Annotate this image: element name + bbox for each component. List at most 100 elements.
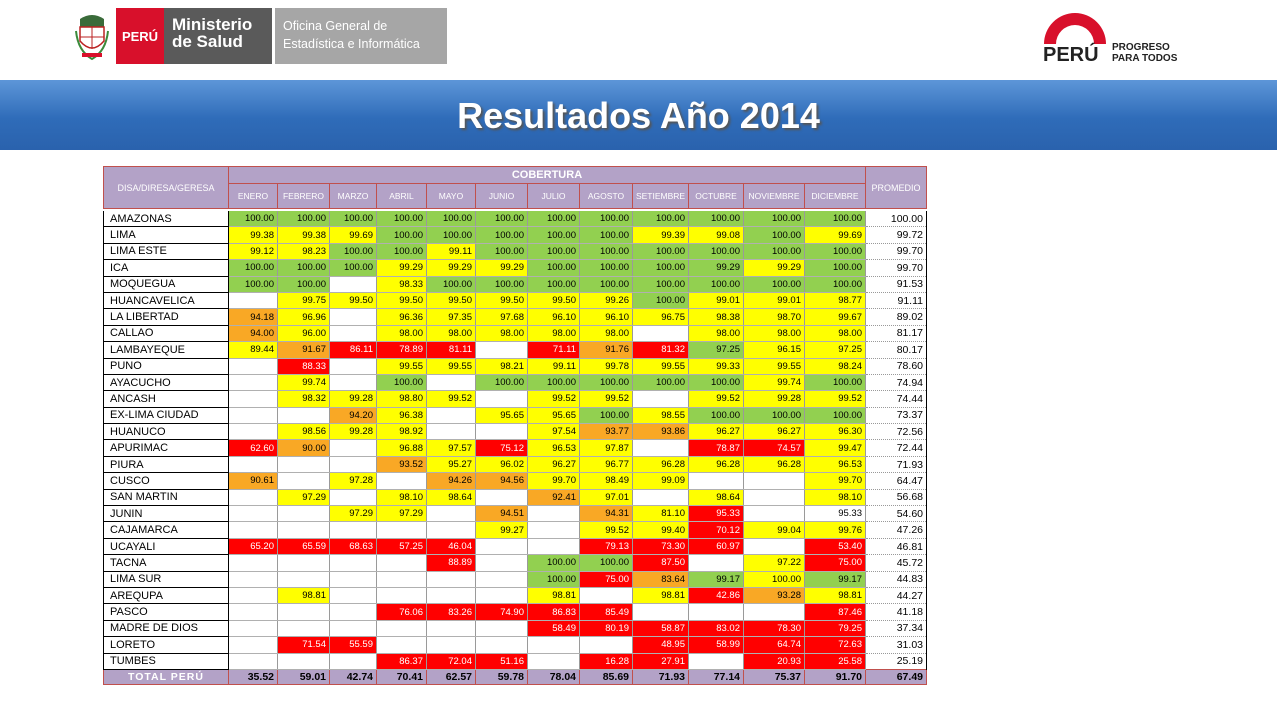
coverage-cell bbox=[277, 407, 330, 425]
coverage-cell: 96.75 bbox=[632, 308, 689, 326]
promedio-cell: 44.27 bbox=[865, 587, 927, 605]
coverage-cell: 98.00 bbox=[743, 325, 805, 343]
table-row: LAMBAYEQUE 89.44 91.67 86.11 78.89 81.11 71.11… bbox=[103, 341, 927, 359]
page-title: Resultados Año 2014 bbox=[457, 95, 820, 136]
promedio-cell: 31.03 bbox=[865, 636, 927, 654]
coverage-cell: 96.10 bbox=[579, 308, 633, 326]
coverage-cell: 100.00 bbox=[579, 259, 633, 277]
coverage-cell: 98.56 bbox=[277, 423, 330, 441]
coverage-cell: 98.00 bbox=[426, 325, 476, 343]
coverage-cell: 98.49 bbox=[579, 472, 633, 490]
coverage-cell bbox=[228, 587, 278, 605]
coverage-cell bbox=[632, 439, 689, 457]
coverage-cell: 99.52 bbox=[527, 390, 580, 408]
promedio-cell: 89.02 bbox=[865, 308, 927, 326]
coverage-cell: 98.23 bbox=[277, 243, 330, 261]
table-row: TUMBES 86.37 72.04 51.16 16.28 27.91 20.93 25.5… bbox=[103, 653, 927, 670]
coverage-cell: 97.22 bbox=[743, 554, 805, 572]
coverage-cell: 99.52 bbox=[688, 390, 744, 408]
coverage-cell bbox=[329, 571, 377, 588]
promedio-cell: 81.17 bbox=[865, 325, 927, 343]
coverage-cell bbox=[426, 521, 476, 539]
coverage-cell bbox=[527, 521, 580, 539]
coverage-cell bbox=[527, 636, 580, 654]
promedio-cell: 46.81 bbox=[865, 538, 927, 556]
coverage-cell bbox=[475, 571, 528, 588]
coverage-cell: 94.18 bbox=[228, 308, 278, 326]
coverage-cell: 99.11 bbox=[527, 358, 580, 375]
coverage-cell: 99.52 bbox=[579, 390, 633, 408]
promedio-cell: 99.70 bbox=[865, 243, 927, 261]
total-cell: 70.41 bbox=[376, 668, 427, 685]
total-cell: 75.37 bbox=[743, 668, 805, 685]
total-cell: 35.52 bbox=[228, 668, 278, 685]
promedio-cell: 91.53 bbox=[865, 276, 927, 293]
coverage-cell: 100.00 bbox=[632, 292, 689, 310]
region-name: LIMA bbox=[103, 226, 229, 244]
coverage-cell: 79.13 bbox=[579, 538, 633, 556]
coverage-cell: 94.20 bbox=[329, 407, 377, 425]
table-row: CAJAMARCA 99.27 99.52 99.40 70.12 99.04 99.76 4… bbox=[103, 521, 927, 539]
coverage-cell bbox=[475, 538, 528, 556]
coverage-cell: 98.70 bbox=[743, 308, 805, 326]
coverage-cell: 74.90 bbox=[475, 603, 528, 621]
coverage-cell: 97.29 bbox=[376, 505, 427, 523]
coverage-cell: 100.00 bbox=[579, 276, 633, 293]
coverage-cell: 98.64 bbox=[426, 489, 476, 507]
coverage-cell: 97.54 bbox=[527, 423, 580, 441]
coat-of-arms-icon bbox=[70, 8, 114, 64]
coverage-cell: 78.87 bbox=[688, 439, 744, 457]
coverage-cell: 72.63 bbox=[804, 636, 866, 654]
coverage-cell: 65.59 bbox=[277, 538, 330, 556]
table-row: MADRE DE DIOS 58.49 80.19 58.87 83.02 78.30 79… bbox=[103, 620, 927, 638]
coverage-cell bbox=[329, 374, 377, 392]
region-name: AYACUCHO bbox=[103, 374, 229, 392]
coverage-cell: 100.00 bbox=[632, 211, 689, 228]
coverage-cell: 98.00 bbox=[376, 325, 427, 343]
coverage-cell: 99.27 bbox=[475, 521, 528, 539]
total-cell: 59.01 bbox=[277, 668, 330, 685]
coverage-cell bbox=[426, 571, 476, 588]
coverage-cell bbox=[376, 472, 427, 490]
coverage-cell: 85.49 bbox=[579, 603, 633, 621]
coverage-cell: 98.21 bbox=[475, 358, 528, 375]
coverage-cell: 98.00 bbox=[475, 325, 528, 343]
region-name: LIMA SUR bbox=[103, 571, 229, 588]
coverage-cell: 42.86 bbox=[688, 587, 744, 605]
coverage-cell: 78.89 bbox=[376, 341, 427, 359]
coverage-cell: 58.99 bbox=[688, 636, 744, 654]
region-name: SAN MARTIN bbox=[103, 489, 229, 507]
coverage-cell: 99.55 bbox=[426, 358, 476, 375]
coverage-cell: 96.28 bbox=[688, 456, 744, 474]
coverage-cell: 99.12 bbox=[228, 243, 278, 261]
coverage-cell: 98.81 bbox=[804, 587, 866, 605]
coverage-cell bbox=[376, 571, 427, 588]
coverage-cell: 25.58 bbox=[804, 653, 866, 670]
coverage-cell: 57.25 bbox=[376, 538, 427, 556]
coverage-cell: 96.10 bbox=[527, 308, 580, 326]
coverage-cell: 91.76 bbox=[579, 341, 633, 359]
coverage-cell: 98.10 bbox=[804, 489, 866, 507]
coverage-cell bbox=[228, 489, 278, 507]
title-banner: Resultados Año 2014 bbox=[0, 80, 1277, 150]
total-cell: 91.70 bbox=[804, 668, 866, 685]
coverage-cell: 98.38 bbox=[688, 308, 744, 326]
header-month: AGOSTO bbox=[579, 183, 633, 209]
coverage-cell: 100.00 bbox=[426, 226, 476, 244]
header-month: SETIEMBRE bbox=[632, 183, 689, 209]
ministry-name: Ministerio de Salud bbox=[164, 8, 272, 64]
coverage-cell bbox=[277, 620, 330, 638]
coverage-cell: 95.33 bbox=[688, 505, 744, 523]
coverage-cell: 75.00 bbox=[804, 554, 866, 572]
coverage-cell bbox=[329, 276, 377, 293]
coverage-cell bbox=[527, 505, 580, 523]
coverage-cell: 99.75 bbox=[277, 292, 330, 310]
total-cell: 42.74 bbox=[329, 668, 377, 685]
promedio-cell: 45.72 bbox=[865, 554, 927, 572]
coverage-cell bbox=[329, 325, 377, 343]
coverage-cell: 100.00 bbox=[688, 211, 744, 228]
total-promedio: 67.49 bbox=[865, 668, 927, 685]
coverage-cell: 100.00 bbox=[277, 211, 330, 228]
coverage-cell: 98.77 bbox=[804, 292, 866, 310]
total-cell: 78.04 bbox=[527, 668, 580, 685]
